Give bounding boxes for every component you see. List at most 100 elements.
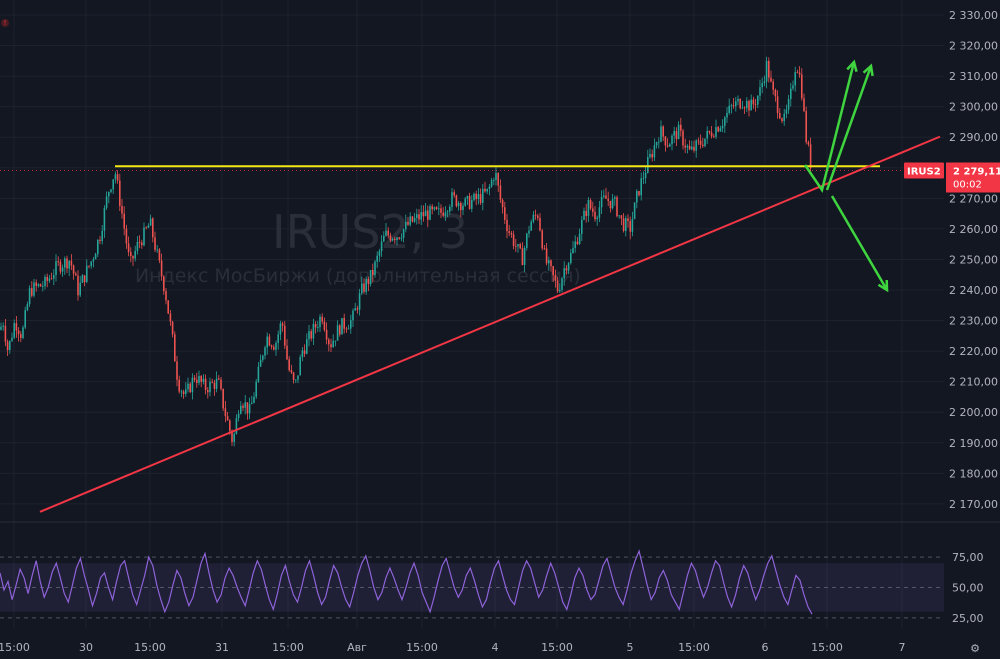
candle-body	[347, 328, 350, 330]
price-tick-label: 2 240,00	[949, 284, 998, 297]
candle-body	[765, 60, 768, 82]
candle-body	[763, 81, 766, 84]
price-tick-label: 2 250,00	[949, 253, 998, 266]
candle-body	[72, 265, 75, 274]
candle-body	[343, 318, 345, 329]
candle-body	[156, 249, 158, 251]
candle-body	[537, 215, 539, 218]
candle-body	[790, 88, 792, 100]
candle-body	[675, 131, 678, 140]
settings-icon[interactable]: ⚙	[970, 642, 980, 655]
candle-body	[37, 284, 40, 286]
symbol-tag	[904, 162, 944, 179]
candle-body	[336, 325, 339, 341]
candle-body	[561, 278, 563, 290]
candle-body	[171, 321, 174, 335]
candle-body	[332, 340, 334, 348]
candle-body	[761, 83, 763, 88]
candle-body	[220, 379, 222, 389]
candle-body	[424, 210, 427, 217]
candle-body	[741, 107, 744, 109]
candle-body	[510, 232, 513, 235]
candle-body	[50, 278, 53, 280]
candle-body	[160, 260, 163, 277]
price-axis[interactable]: 2 330,00 2 320,00 2 310,00 2 300,00 2 290,00…	[949, 9, 998, 511]
rsi-pane[interactable]: 75,00 50,00 25,00	[0, 521, 1000, 625]
candle-body	[411, 216, 414, 222]
time-tick-label: 15:00	[678, 641, 710, 654]
price-tick-label: 2 330,00	[949, 9, 998, 22]
time-tick-label: 15:00	[811, 641, 843, 654]
candle-body	[33, 282, 35, 296]
candle-body	[495, 173, 497, 180]
candle-body	[330, 344, 332, 348]
candle-body	[215, 378, 218, 389]
candle-body	[416, 214, 418, 218]
candle-body	[55, 261, 57, 275]
candle-body	[77, 275, 79, 296]
candle-body	[81, 275, 84, 283]
candle-body	[222, 388, 224, 409]
candle-body	[422, 212, 425, 217]
candle-body	[235, 418, 238, 434]
candle-body	[361, 283, 363, 294]
candle-body	[149, 218, 152, 226]
price-tick-label: 2 190,00	[949, 437, 998, 450]
candle-body	[308, 331, 310, 340]
forecast-arrow-line	[803, 61, 856, 194]
drawing-lines[interactable]	[0, 135, 944, 513]
candle-body	[754, 104, 757, 106]
candle-body	[413, 217, 416, 222]
symbol-tag-label: IRUS2	[907, 166, 941, 177]
candle-body	[257, 366, 260, 382]
candle-body	[92, 259, 95, 262]
candle-body	[471, 200, 473, 209]
candle-body	[66, 258, 68, 269]
candle-body	[367, 279, 370, 285]
candle-body	[68, 260, 70, 269]
candle-body	[688, 145, 691, 150]
candle-body	[26, 304, 29, 311]
candle-body	[314, 324, 317, 328]
time-axis[interactable]: 15:00 30 15:00 31 15:00 Авг 15:00 4 15:00 5 15:00 6…	[0, 641, 906, 654]
candle-body	[616, 197, 618, 217]
candle-body	[418, 214, 420, 220]
candle-body	[697, 140, 700, 142]
candle-body	[589, 200, 592, 209]
candle-body	[75, 273, 77, 276]
candle-body	[182, 391, 185, 395]
candle-body	[565, 268, 568, 271]
candle-body	[70, 260, 73, 266]
candle-body	[787, 99, 790, 110]
candle-body	[279, 323, 282, 335]
candle-body	[457, 202, 460, 207]
price-tick-label: 2 220,00	[949, 345, 998, 358]
candle-body	[781, 118, 783, 122]
candle-body	[297, 375, 299, 380]
candle-body	[237, 413, 240, 419]
candle-body	[748, 100, 750, 111]
candle-body	[405, 221, 407, 230]
candle-body	[165, 291, 167, 301]
candle-body	[185, 389, 187, 395]
candle-body	[264, 347, 266, 356]
candle-body	[449, 206, 451, 212]
forecast-arrows[interactable]	[803, 59, 889, 293]
candle-body	[552, 266, 554, 276]
candle-body	[323, 321, 326, 330]
time-tick-label: 5	[627, 641, 634, 654]
candle-body	[490, 180, 493, 187]
watermark-description: Индекс МосБиржи (дополнительная сессия)	[135, 265, 581, 287]
candle-body	[17, 330, 20, 335]
candle-body	[783, 113, 785, 122]
candle-body	[372, 269, 374, 276]
candle-body	[110, 189, 112, 192]
candle-body	[262, 355, 264, 360]
candle-body	[772, 81, 774, 90]
forecast-arrow-line	[830, 195, 889, 291]
candle-body	[484, 188, 486, 192]
alert-icon[interactable]: !	[1, 19, 9, 27]
candle-body	[229, 420, 231, 432]
candle-body	[550, 260, 552, 267]
